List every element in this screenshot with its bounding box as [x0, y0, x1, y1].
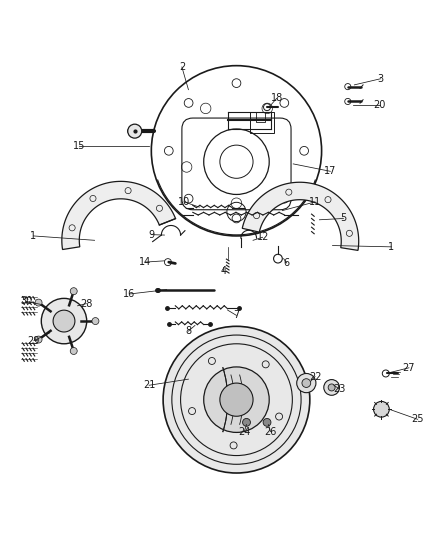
Text: 25: 25 [411, 414, 424, 424]
Circle shape [70, 288, 77, 295]
Circle shape [324, 379, 339, 395]
Text: 9: 9 [148, 230, 154, 240]
Text: 14: 14 [139, 257, 151, 267]
Text: 23: 23 [333, 384, 345, 394]
Circle shape [41, 298, 87, 344]
Text: 27: 27 [403, 363, 415, 373]
Text: 28: 28 [80, 298, 92, 309]
Circle shape [204, 367, 269, 432]
Text: 2: 2 [179, 62, 185, 72]
Circle shape [163, 326, 310, 473]
Circle shape [53, 310, 75, 332]
Text: 15: 15 [73, 141, 85, 151]
Text: 22: 22 [309, 372, 321, 382]
Circle shape [297, 374, 316, 393]
Text: 10: 10 [178, 197, 190, 207]
Text: 18: 18 [271, 93, 283, 103]
Circle shape [243, 418, 251, 426]
Text: 5: 5 [340, 214, 346, 223]
Text: 21: 21 [143, 380, 155, 390]
Text: 7: 7 [233, 310, 240, 320]
Text: 4: 4 [220, 266, 226, 276]
Text: 26: 26 [264, 426, 277, 437]
Text: 8: 8 [185, 326, 191, 336]
Circle shape [70, 348, 77, 354]
Circle shape [128, 124, 142, 138]
Text: 20: 20 [374, 100, 386, 110]
Text: 1: 1 [30, 231, 36, 241]
Text: 30: 30 [20, 296, 32, 306]
Text: 29: 29 [28, 336, 40, 346]
Text: 17: 17 [324, 166, 336, 176]
Circle shape [220, 383, 253, 416]
Circle shape [35, 299, 42, 306]
Circle shape [328, 384, 335, 391]
Circle shape [92, 318, 99, 325]
Text: 12: 12 [257, 232, 269, 242]
Text: 11: 11 [309, 197, 321, 207]
Circle shape [374, 401, 389, 417]
Text: 6: 6 [284, 258, 290, 268]
Circle shape [263, 418, 271, 426]
Circle shape [35, 336, 42, 343]
Polygon shape [62, 181, 176, 249]
Text: 1: 1 [389, 242, 395, 252]
Polygon shape [242, 182, 359, 251]
Text: 3: 3 [378, 74, 384, 84]
Bar [250, 111, 274, 133]
Circle shape [302, 379, 311, 387]
Text: 16: 16 [124, 289, 136, 299]
Text: 24: 24 [238, 426, 251, 437]
